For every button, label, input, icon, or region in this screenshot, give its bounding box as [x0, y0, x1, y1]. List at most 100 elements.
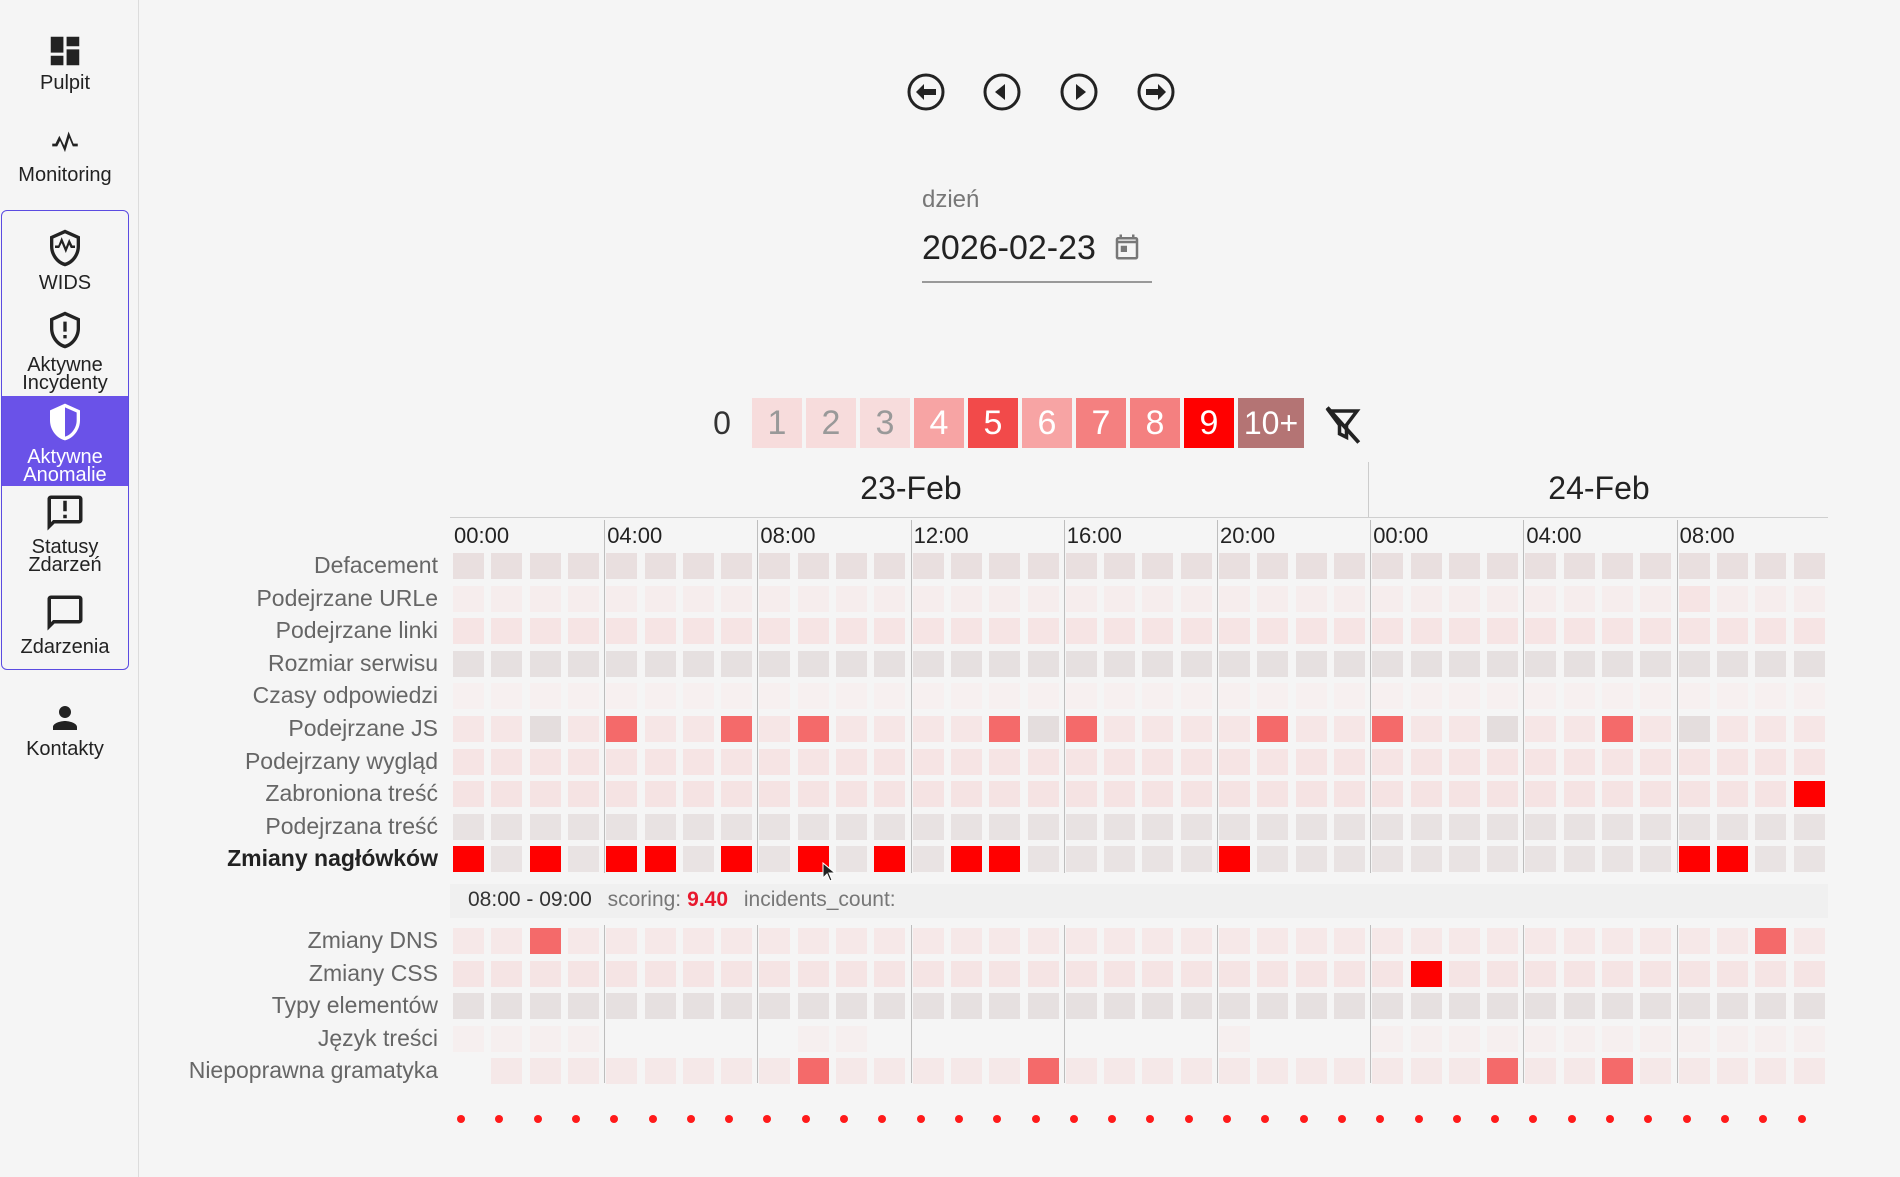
heatmap-cell[interactable]	[491, 618, 523, 645]
heatmap-cell[interactable]	[682, 553, 714, 579]
heatmap-cell[interactable]	[759, 960, 791, 987]
heatmap-cell[interactable]	[1219, 993, 1250, 1020]
timeline-dot[interactable]	[495, 1115, 504, 1123]
heatmap-cell[interactable]	[1065, 716, 1097, 742]
previous-button[interactable]	[982, 72, 1022, 112]
heatmap-cell[interactable]	[1525, 585, 1557, 612]
heatmap-cell[interactable]	[797, 683, 829, 710]
heatmap-cell[interactable]	[797, 553, 829, 579]
heatmap-cell[interactable]	[1640, 683, 1672, 710]
heatmap-cell[interactable]	[1602, 618, 1633, 645]
heatmap-cell[interactable]	[606, 813, 638, 840]
heatmap-cell[interactable]	[1678, 846, 1710, 873]
heatmap-cell[interactable]	[721, 928, 753, 954]
heatmap-cell[interactable]	[1563, 650, 1595, 677]
heatmap-cell[interactable]	[950, 781, 982, 808]
heatmap-cell[interactable]	[1142, 813, 1174, 840]
heatmap-cell[interactable]	[759, 650, 791, 677]
timeline-dot[interactable]	[686, 1115, 695, 1123]
heatmap-cell[interactable]	[1640, 585, 1672, 612]
heatmap-cell[interactable]	[874, 553, 906, 579]
heatmap-cell[interactable]	[1602, 846, 1633, 873]
heatmap-cell[interactable]	[1180, 813, 1212, 840]
timeline-dot[interactable]	[725, 1115, 734, 1123]
heatmap-cell[interactable]	[989, 748, 1021, 775]
heatmap-cell[interactable]	[1793, 716, 1825, 742]
heatmap-cell[interactable]	[1065, 1058, 1097, 1085]
heatmap-cell[interactable]	[912, 960, 944, 987]
heatmap-cell[interactable]	[529, 928, 561, 954]
heatmap-cell[interactable]	[1448, 650, 1480, 677]
heatmap-cell[interactable]	[1180, 960, 1212, 987]
heatmap-cell[interactable]	[874, 618, 906, 645]
heatmap-cell[interactable]	[1602, 993, 1633, 1020]
heatmap-cell[interactable]	[1027, 846, 1059, 873]
heatmap-cell[interactable]	[836, 618, 867, 645]
heatmap-cell[interactable]	[1104, 846, 1136, 873]
heatmap-cell[interactable]	[1640, 1025, 1672, 1052]
heatmap-cell[interactable]	[836, 846, 867, 873]
heatmap-cell[interactable]	[491, 585, 523, 612]
heatmap-cell[interactable]	[682, 683, 714, 710]
heatmap-cell[interactable]	[1410, 928, 1442, 954]
timeline-dot[interactable]	[1376, 1115, 1385, 1123]
heatmap-cell[interactable]	[1333, 716, 1365, 742]
heatmap-cell[interactable]	[644, 618, 676, 645]
heatmap-cell[interactable]	[682, 813, 714, 840]
heatmap-cell[interactable]	[1219, 683, 1250, 710]
heatmap-cell[interactable]	[1257, 650, 1289, 677]
heatmap-cell[interactable]	[1257, 993, 1289, 1020]
heatmap-cell[interactable]	[1716, 683, 1748, 710]
heatmap-cell[interactable]	[529, 960, 561, 987]
heatmap-cell[interactable]	[1257, 846, 1289, 873]
heatmap-cell[interactable]	[759, 585, 791, 612]
heatmap-cell[interactable]	[1525, 553, 1557, 579]
heatmap-cell[interactable]	[950, 716, 982, 742]
heatmap-cell[interactable]	[950, 748, 982, 775]
heatmap-cell[interactable]	[1333, 1058, 1365, 1085]
heatmap-cell[interactable]	[1333, 781, 1365, 808]
heatmap-cell[interactable]	[1487, 585, 1519, 612]
heatmap-cell[interactable]	[1755, 1025, 1787, 1052]
heatmap-cell[interactable]	[1602, 813, 1633, 840]
heatmap-cell[interactable]	[1525, 846, 1557, 873]
heatmap-cell[interactable]	[797, 748, 829, 775]
heatmap-cell[interactable]	[453, 748, 484, 775]
heatmap-cell[interactable]	[797, 993, 829, 1020]
heatmap-cell[interactable]	[874, 960, 906, 987]
heatmap-cell[interactable]	[1525, 781, 1557, 808]
heatmap-cell[interactable]	[1142, 553, 1174, 579]
heatmap-cell[interactable]	[1219, 748, 1250, 775]
heatmap-cell[interactable]	[797, 585, 829, 612]
heatmap-cell[interactable]	[529, 553, 561, 579]
heatmap-cell[interactable]	[1104, 553, 1136, 579]
timeline-dot[interactable]	[610, 1115, 619, 1123]
heatmap-cell[interactable]	[836, 813, 867, 840]
heatmap-cell[interactable]	[1027, 781, 1059, 808]
heatmap-cell[interactable]	[1755, 960, 1787, 987]
heatmap-cell[interactable]	[644, 650, 676, 677]
row-label[interactable]: Podejrzany wygląd	[244, 747, 438, 774]
heatmap-cell[interactable]	[989, 928, 1021, 954]
heatmap-cell[interactable]	[1180, 993, 1212, 1020]
heatmap-cell[interactable]	[874, 585, 906, 612]
heatmap-cell[interactable]	[912, 716, 944, 742]
heatmap-cell[interactable]	[836, 683, 867, 710]
heatmap-cell[interactable]	[836, 960, 867, 987]
heatmap-cell[interactable]	[682, 716, 714, 742]
timeline-dot[interactable]	[993, 1115, 1002, 1123]
heatmap-cell[interactable]	[1410, 846, 1442, 873]
heatmap-cell[interactable]	[950, 928, 982, 954]
heatmap-cell[interactable]	[1793, 683, 1825, 710]
heatmap-cell[interactable]	[836, 928, 867, 954]
legend-level-3[interactable]: 3	[860, 398, 910, 448]
heatmap-cell[interactable]	[1525, 928, 1557, 954]
heatmap-cell[interactable]	[874, 716, 906, 742]
heatmap-cell[interactable]	[1793, 960, 1825, 987]
heatmap-cell[interactable]	[1180, 1058, 1212, 1085]
heatmap-cell[interactable]	[1219, 1025, 1250, 1052]
heatmap-cell[interactable]	[1180, 716, 1212, 742]
heatmap-cell[interactable]	[1372, 748, 1404, 775]
heatmap-cell[interactable]	[1333, 585, 1365, 612]
heatmap-cell[interactable]	[1104, 813, 1136, 840]
